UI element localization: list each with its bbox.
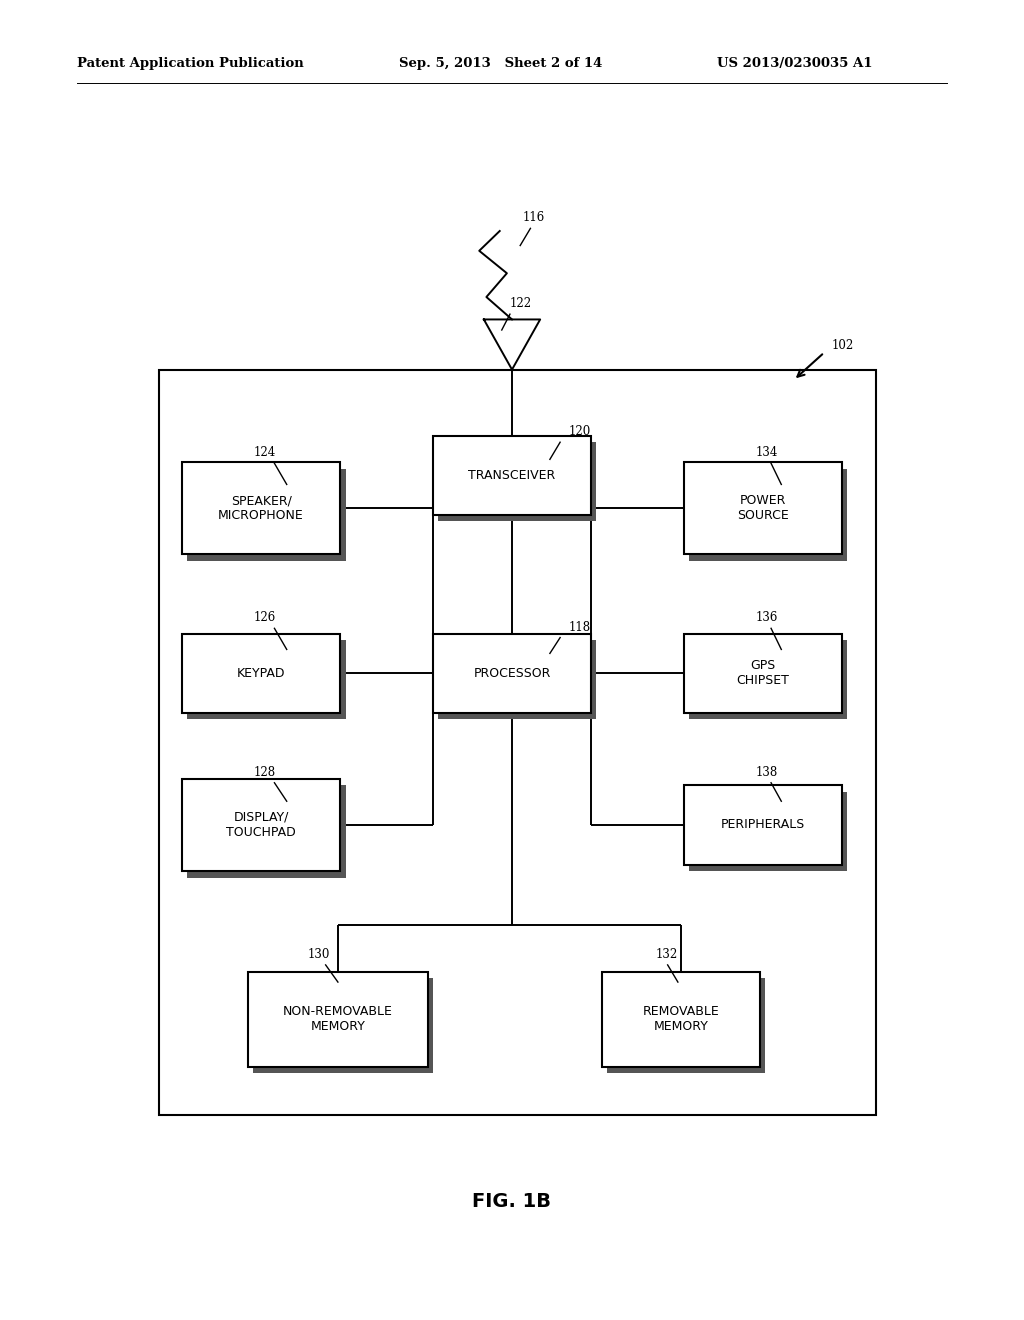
Text: TRANSCEIVER: TRANSCEIVER <box>468 469 556 482</box>
Bar <box>688 640 848 719</box>
Text: 138: 138 <box>756 766 778 779</box>
Text: REMOVABLE
MEMORY: REMOVABLE MEMORY <box>643 1005 719 1034</box>
Text: Sep. 5, 2013   Sheet 2 of 14: Sep. 5, 2013 Sheet 2 of 14 <box>399 57 603 70</box>
Text: Patent Application Publication: Patent Application Publication <box>77 57 303 70</box>
Text: 132: 132 <box>655 948 678 961</box>
Text: NON-REMOVABLE
MEMORY: NON-REMOVABLE MEMORY <box>283 1005 393 1034</box>
Text: GPS
CHIPSET: GPS CHIPSET <box>736 659 790 688</box>
Bar <box>684 462 842 554</box>
Text: 102: 102 <box>831 339 854 352</box>
Text: 134: 134 <box>756 446 778 459</box>
Text: 124: 124 <box>254 446 276 459</box>
Bar <box>249 972 428 1067</box>
Text: KEYPAD: KEYPAD <box>237 667 286 680</box>
Bar <box>684 634 842 713</box>
Bar <box>438 640 596 719</box>
Bar <box>688 792 848 871</box>
Text: SPEAKER/
MICROPHONE: SPEAKER/ MICROPHONE <box>218 494 304 523</box>
Text: POWER
SOURCE: POWER SOURCE <box>737 494 788 523</box>
Bar <box>182 462 340 554</box>
Bar <box>438 442 596 521</box>
Bar <box>159 370 876 1115</box>
Bar <box>186 640 346 719</box>
Text: US 2013/0230035 A1: US 2013/0230035 A1 <box>717 57 872 70</box>
Text: PERIPHERALS: PERIPHERALS <box>721 818 805 832</box>
Polygon shape <box>483 319 541 370</box>
Bar <box>606 978 766 1073</box>
Bar <box>182 779 340 871</box>
Text: 128: 128 <box>254 766 276 779</box>
Text: 122: 122 <box>510 297 532 310</box>
Bar <box>688 469 848 561</box>
Bar <box>182 634 340 713</box>
Text: 136: 136 <box>756 611 778 624</box>
Text: DISPLAY/
TOUCHPAD: DISPLAY/ TOUCHPAD <box>226 810 296 840</box>
Text: 116: 116 <box>522 211 545 224</box>
Bar <box>684 785 842 865</box>
Text: PROCESSOR: PROCESSOR <box>473 667 551 680</box>
Bar <box>254 978 432 1073</box>
Text: 130: 130 <box>307 948 330 961</box>
Bar <box>186 469 346 561</box>
Text: 126: 126 <box>254 611 276 624</box>
Bar <box>186 785 346 878</box>
Text: 120: 120 <box>568 425 591 438</box>
Text: FIG. 1B: FIG. 1B <box>472 1192 552 1210</box>
Bar <box>432 436 592 515</box>
Bar <box>432 634 592 713</box>
Text: 118: 118 <box>568 620 591 634</box>
Bar <box>602 972 760 1067</box>
